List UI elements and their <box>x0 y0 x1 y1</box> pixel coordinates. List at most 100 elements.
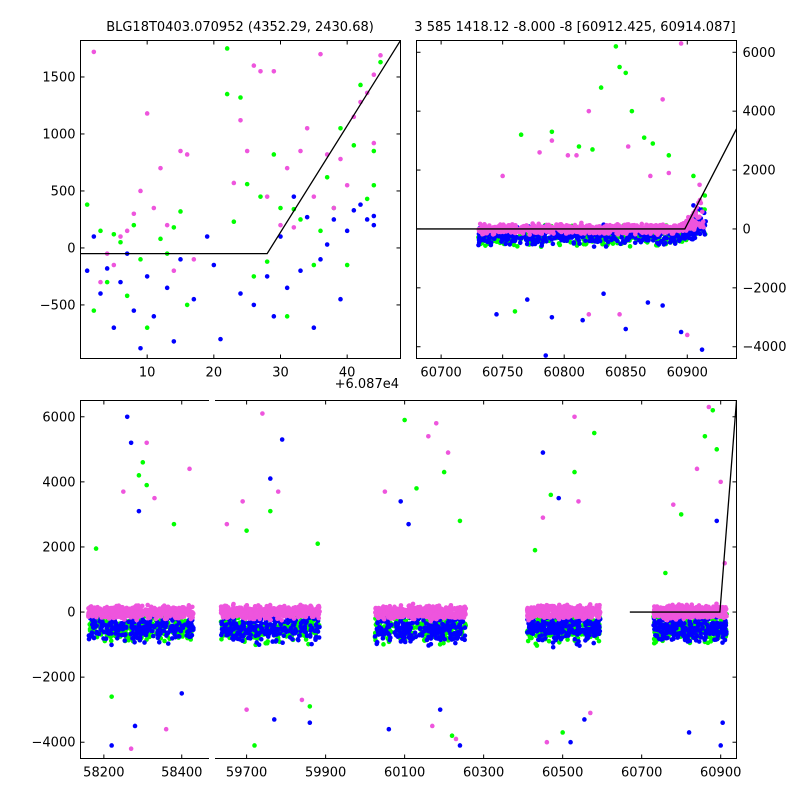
tl-pink-point <box>91 49 97 55</box>
tr-blue-point <box>701 229 707 235</box>
b-blue-point <box>188 634 194 639</box>
b-blue-point <box>429 635 434 640</box>
b-green-outlier <box>414 486 419 491</box>
tr-green-outlier <box>641 135 647 140</box>
tr-blue-point <box>577 241 582 246</box>
b-green-point <box>525 638 531 644</box>
b-blue-point <box>591 640 597 646</box>
tr-pink-outlier <box>697 182 702 188</box>
b-blue-point <box>152 624 157 630</box>
b-blue-point <box>396 629 402 635</box>
tl-ytick-label: 1000 <box>42 127 75 142</box>
tl-green-point <box>378 59 383 65</box>
tr-ytick-label: 4000 <box>743 105 776 120</box>
b-pink-point <box>145 602 151 608</box>
tr-pink-point <box>581 230 586 235</box>
tr-pink-point <box>532 230 537 235</box>
b-blue-point <box>720 635 726 640</box>
b-blue-point <box>690 629 695 635</box>
tl-ytick-label: 0 <box>67 241 75 256</box>
tr-blue-point <box>535 236 541 241</box>
b-blue-outlier <box>124 414 130 420</box>
tl-green-point <box>158 236 163 242</box>
b-blue-point <box>454 636 460 641</box>
tl-green-point <box>91 308 97 313</box>
tl-green-point <box>178 209 183 214</box>
b-green-outlier <box>171 521 177 527</box>
b-pink-point <box>162 616 168 622</box>
tl-pink-point <box>284 165 290 171</box>
tl-green-point <box>271 152 277 157</box>
b-blue-point <box>445 620 451 625</box>
tl-blue-point <box>298 268 303 274</box>
tr-blue-point <box>642 234 648 239</box>
tr-pink-point <box>551 231 556 236</box>
tl-ytick-label: 1500 <box>42 70 75 85</box>
b-blue-point <box>535 637 541 643</box>
tr-ytick-label: 6000 <box>743 46 776 61</box>
b-blue-point <box>550 640 556 645</box>
b-blue-point <box>596 619 601 624</box>
tr-blue-point <box>597 235 602 240</box>
b-pink-point <box>97 606 103 612</box>
b-blue-point <box>462 633 468 638</box>
b-blue-point <box>660 634 666 640</box>
tr-model-line <box>417 128 736 230</box>
b-blue-outlier <box>271 717 277 722</box>
b-blue-outlier <box>540 450 546 455</box>
b-blue-point <box>98 626 103 632</box>
tr-pink-outlier <box>537 150 542 155</box>
tr-blue-outlier <box>623 326 629 332</box>
b-blue-point <box>433 631 439 636</box>
b-blue-point <box>308 628 313 633</box>
b-blue-point <box>155 635 161 641</box>
tr-blue-point <box>476 242 481 248</box>
b-blue-point <box>292 630 297 636</box>
tl-green-point <box>338 125 343 131</box>
top-left-title: BLG18T0403.070952 (4352.29, 2430.68) <box>106 20 374 35</box>
b-blue-point <box>313 635 318 641</box>
b-blue-point <box>422 628 427 634</box>
b-blue-point <box>280 640 285 646</box>
tr-pink-outlier <box>678 41 684 46</box>
tr-pink-point <box>633 225 639 231</box>
tr-blue-point <box>654 240 660 246</box>
tl-green-point <box>264 259 270 264</box>
b-blue-point <box>440 621 445 627</box>
tr-blue-point <box>517 240 523 246</box>
tr-green-outlier <box>512 309 518 314</box>
b-pink-point <box>106 616 112 621</box>
b-pink-point <box>187 612 193 617</box>
b-blue-point <box>105 630 111 636</box>
tl-pink-point <box>298 148 303 154</box>
b-blue-point <box>248 632 254 638</box>
b-green-outlier <box>402 417 407 423</box>
tr-pink-point <box>587 222 592 228</box>
tr-pink-point <box>531 223 537 228</box>
tr-pink-point <box>570 228 576 234</box>
tl-pink-point <box>131 211 137 217</box>
b-blue-point <box>658 629 663 634</box>
tl-pink-point <box>331 205 337 211</box>
b-blue-point <box>692 619 698 625</box>
b-green-point <box>162 638 167 644</box>
tr-blue-point <box>531 237 537 242</box>
b-green-point <box>381 642 386 647</box>
b-blue-point <box>298 624 303 629</box>
b-blue-outlier <box>268 476 273 481</box>
tl-green-point <box>98 228 103 234</box>
b-blue-outlier <box>132 723 138 729</box>
tr-xtick-label: 60750 <box>482 366 523 381</box>
b-blue-point <box>317 624 322 630</box>
tl-blue-point <box>91 234 97 239</box>
tl-pink-point <box>178 148 183 154</box>
b-blue-point <box>259 621 264 626</box>
b-blue-point <box>398 639 404 644</box>
b-green-outlier <box>244 528 249 533</box>
tl-blue-point <box>118 279 123 285</box>
b-blue-point <box>718 623 723 628</box>
b-blue-point <box>103 636 109 641</box>
tl-blue-point <box>111 325 117 331</box>
tl-pink-point <box>378 53 383 58</box>
tr-green-outlier <box>549 129 555 135</box>
